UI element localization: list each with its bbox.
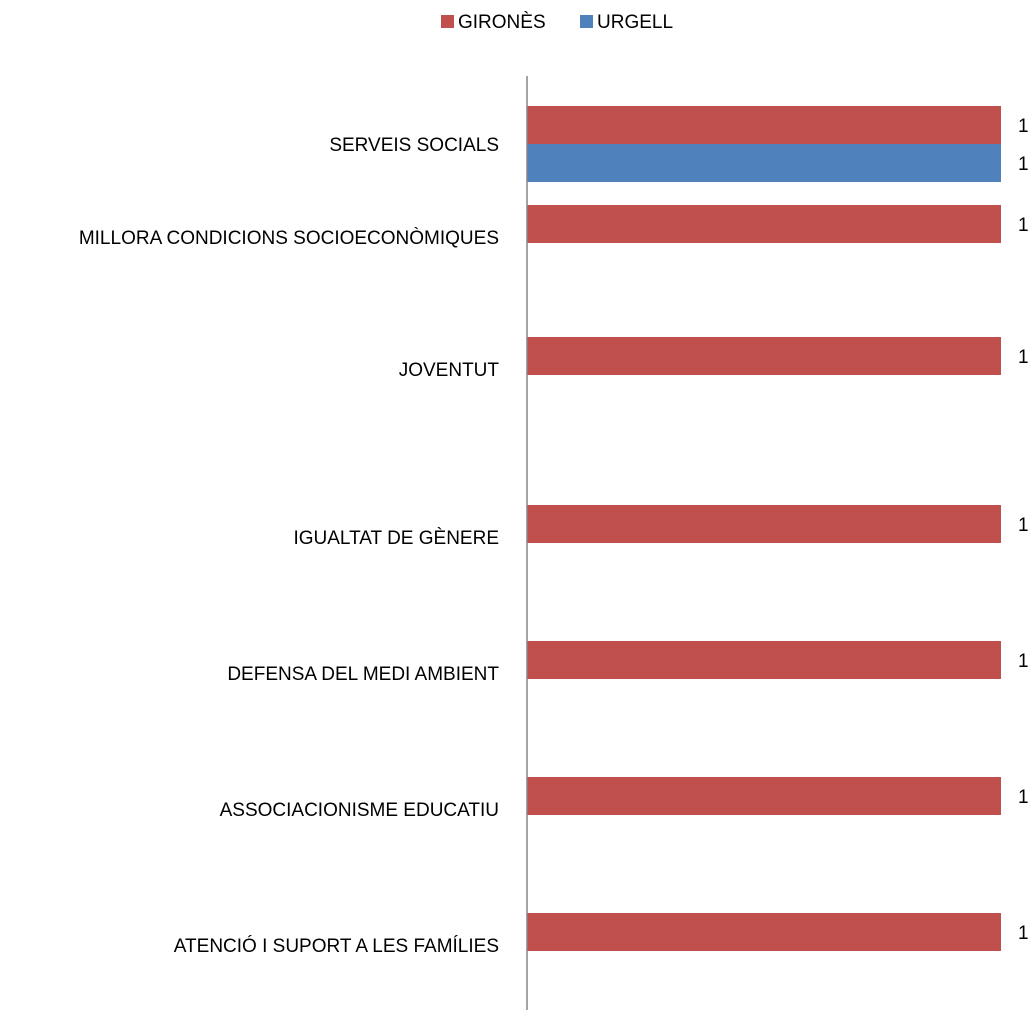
bar-girones-joventut: [527, 337, 1001, 375]
data-label-girones-associacionisme-educatiu: 1: [1018, 787, 1029, 808]
bars: [527, 106, 1001, 951]
legend-label-urgell: URGELL: [597, 12, 673, 33]
bar-girones-millora-condicions-socioeconomiques: [527, 205, 1001, 243]
legend-swatch-urgell: [580, 15, 593, 28]
data-label-girones-defensa-del-medi-ambient: 1: [1018, 651, 1029, 672]
category-label-millora-condicions-socioeconomiques: MILLORA CONDICIONS SOCIOECONÒMIQUES: [79, 227, 499, 249]
category-label-atencio-i-suport-a-les-families: ATENCIÓ I SUPORT A LES FAMÍLIES: [174, 935, 499, 957]
data-labels: 1 1 1 1 1 1 1 1: [1018, 116, 1029, 944]
category-label-igualtat-de-genere: IGUALTAT DE GÈNERE: [293, 528, 499, 549]
data-label-girones-joventut: 1: [1018, 347, 1029, 368]
bar-girones-defensa-del-medi-ambient: [527, 641, 1001, 679]
legend-swatch-girones: [441, 15, 454, 28]
bar-girones-associacionisme-educatiu: [527, 777, 1001, 815]
bar-girones-igualtat-de-genere: [527, 505, 1001, 543]
data-label-girones-millora-condicions-socioeconomiques: 1: [1018, 215, 1029, 236]
bar-urgell-serveis-socials: [527, 144, 1001, 182]
data-label-girones-serveis-socials: 1: [1018, 116, 1029, 137]
bar-girones-atencio-i-suport-a-les-families: [527, 913, 1001, 951]
category-label-serveis-socials: SERVEIS SOCIALS: [329, 135, 499, 156]
bar-girones-serveis-socials: [527, 106, 1001, 144]
category-label-defensa-del-medi-ambient: DEFENSA DEL MEDI AMBIENT: [227, 664, 499, 685]
data-label-urgell-serveis-socials: 1: [1018, 154, 1029, 175]
category-label-joventut: JOVENTUT: [399, 360, 500, 381]
data-label-girones-igualtat-de-genere: 1: [1018, 515, 1029, 536]
legend: GIRONÈS URGELL: [441, 12, 673, 33]
category-label-associacionisme-educatiu: ASSOCIACIONISME EDUCATIU: [220, 800, 499, 821]
data-label-girones-atencio-i-suport-a-les-families: 1: [1018, 923, 1029, 944]
legend-label-girones: GIRONÈS: [458, 12, 546, 33]
category-labels: SERVEIS SOCIALS MILLORA CONDICIONS SOCIOE…: [79, 135, 500, 957]
